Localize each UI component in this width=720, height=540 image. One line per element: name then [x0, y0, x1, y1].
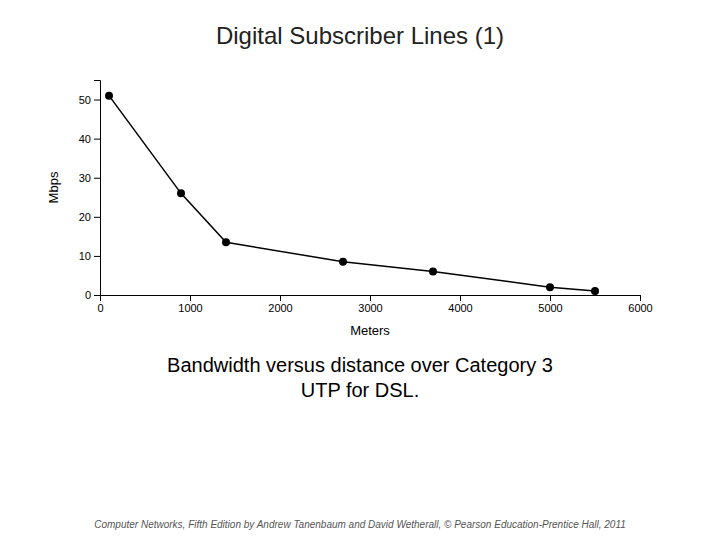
y-tick-label: 10 — [79, 250, 91, 262]
x-tick-label: 1000 — [178, 302, 202, 314]
y-tick: 10 — [79, 250, 100, 262]
x-axis-title: Meters — [350, 323, 390, 338]
x-tick-label: 6000 — [628, 302, 652, 314]
y-tick-mark — [94, 178, 100, 179]
point — [339, 258, 347, 266]
x-tick: 1000 — [178, 295, 202, 314]
y-tick-mark — [94, 295, 100, 296]
point — [591, 287, 599, 295]
x-tick-label: 4000 — [448, 302, 472, 314]
footnote: Computer Networks, Fifth Edition by Andr… — [94, 519, 626, 530]
point — [105, 92, 113, 100]
x-tick: 4000 — [448, 295, 472, 314]
subtitle: Bandwidth versus distance over Category … — [167, 354, 553, 401]
x-tick-label: 0 — [97, 302, 103, 314]
x-tick: 2000 — [268, 295, 292, 314]
y-axis-title: Mbps — [46, 171, 61, 203]
x-tick-mark — [370, 295, 371, 301]
x-tick-label: 2000 — [268, 302, 292, 314]
line — [109, 96, 595, 291]
y-tick: 40 — [79, 133, 100, 145]
x-tick-label: 5000 — [538, 302, 562, 314]
x-tick-mark — [460, 295, 461, 301]
x-tick-label: 3000 — [358, 302, 382, 314]
x-tick-mark — [640, 295, 641, 301]
x-tick: 3000 — [358, 295, 382, 314]
y-tick-label: 20 — [79, 211, 91, 223]
y-tick-label: 30 — [79, 172, 91, 184]
subtitle-line: UTP for DSL. — [301, 379, 420, 401]
point — [177, 189, 185, 197]
y-axis-line — [94, 81, 101, 296]
y-tick-mark — [94, 139, 100, 140]
x-tick-mark — [190, 295, 191, 301]
y-tick: 0 — [85, 289, 100, 301]
x-tick: 5000 — [538, 295, 562, 314]
x-tick-mark — [280, 295, 281, 301]
y-tick-label: 0 — [85, 289, 91, 301]
y-tick: 20 — [79, 211, 100, 223]
x-tick-mark — [550, 295, 551, 301]
chart: Digital Subscriber Lines (1)010002000300… — [0, 0, 720, 540]
y-tick-mark — [94, 217, 100, 218]
y-axis: 0 10 20 30 40 50 — [79, 81, 101, 302]
x-axis-line — [101, 296, 641, 302]
y-tick: 50 — [79, 94, 100, 106]
marks — [105, 92, 599, 295]
point — [222, 238, 230, 246]
y-tick-label: 50 — [79, 94, 91, 106]
subtitle-line: Bandwidth versus distance over Category … — [167, 354, 553, 376]
x-axis: 0 1000 2000 3000 4000 5000 6000 — [97, 295, 652, 314]
x-tick: 6000 — [628, 295, 652, 314]
title: Digital Subscriber Lines (1) — [216, 22, 504, 49]
y-tick-mark — [94, 100, 100, 101]
point — [546, 283, 554, 291]
x-tick: 0 — [97, 295, 103, 314]
point — [429, 268, 437, 276]
y-tick: 30 — [79, 172, 100, 184]
y-tick-label: 40 — [79, 133, 91, 145]
plot: 0 1000 2000 3000 4000 5000 6000 0 10 20 30 40 50 Mete… — [46, 81, 653, 339]
y-tick-mark — [94, 256, 100, 257]
